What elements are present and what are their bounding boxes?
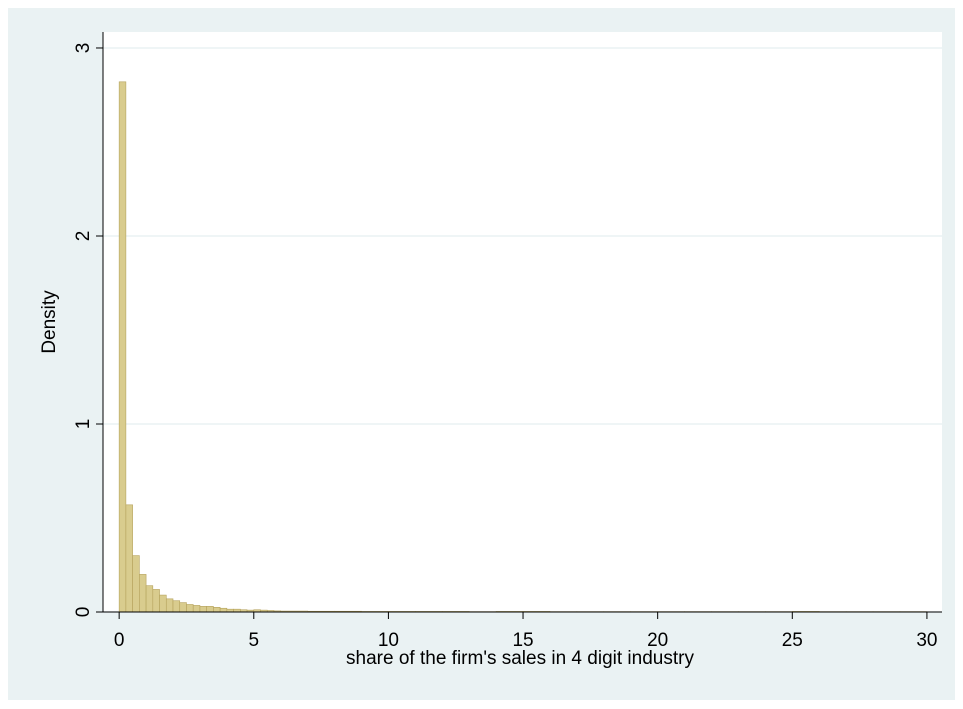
x-tick-label: 15 xyxy=(512,630,533,651)
bar xyxy=(173,601,180,612)
x-tick-label: 10 xyxy=(378,630,399,651)
bar xyxy=(133,556,140,612)
bar xyxy=(166,599,173,612)
bar xyxy=(220,608,227,612)
bar xyxy=(139,574,146,612)
bar xyxy=(119,82,126,612)
bar xyxy=(126,505,133,612)
y-tick-label: 1 xyxy=(73,419,94,430)
bar xyxy=(213,607,220,612)
bar xyxy=(200,606,207,612)
bar xyxy=(207,606,214,612)
bar xyxy=(153,589,160,612)
x-tick-label: 5 xyxy=(248,630,259,651)
bar xyxy=(146,586,153,612)
x-tick-label: 30 xyxy=(916,630,937,651)
x-axis-title: share of the firm's sales in 4 digit ind… xyxy=(346,648,694,669)
plot-region xyxy=(103,32,942,612)
bar xyxy=(160,595,167,612)
bar xyxy=(186,604,193,612)
x-tick-label: 0 xyxy=(114,630,125,651)
y-tick-label: 3 xyxy=(73,43,94,54)
y-tick-label: 0 xyxy=(73,607,94,618)
bar xyxy=(193,605,200,612)
x-tick-label: 25 xyxy=(782,630,803,651)
y-tick-label: 2 xyxy=(73,231,94,242)
bar xyxy=(180,603,187,612)
y-axis-title: Density xyxy=(39,290,60,354)
x-tick-label: 20 xyxy=(647,630,668,651)
